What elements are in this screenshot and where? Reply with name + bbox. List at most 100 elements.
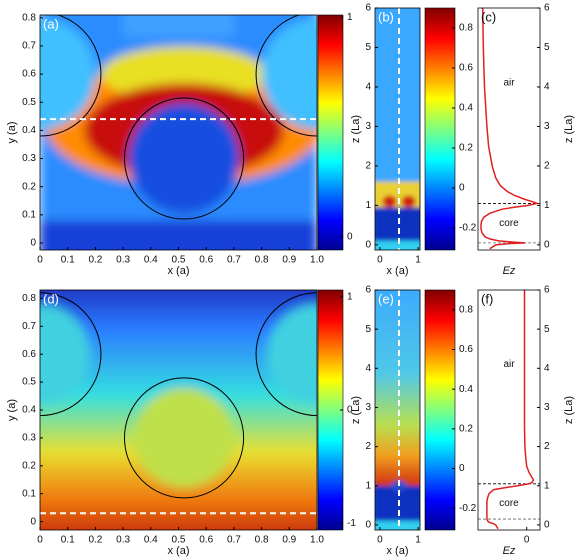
field	[128, 103, 240, 214]
field	[40, 304, 90, 405]
y-tick-label: 3	[544, 402, 550, 413]
y-tick-label: 4	[365, 82, 371, 93]
colorbar-tick-label: 0.6	[459, 344, 473, 355]
colorbar-tick-label: 0.2	[459, 143, 473, 154]
plot-frame	[477, 7, 541, 251]
hole-outline	[40, 15, 102, 137]
colorbar	[317, 14, 344, 251]
hole-outline	[40, 292, 102, 417]
colorbar-tick-label: 0.4	[459, 384, 473, 395]
colorbar-tick-label: 0.2	[459, 423, 473, 434]
x-tick-label: 1	[415, 255, 421, 266]
panel-label: (c)	[481, 9, 496, 24]
x-axis-label: x (a)	[387, 545, 409, 557]
x-tick-label: 0.2	[88, 255, 102, 266]
x-axis-label: x (a)	[168, 265, 190, 277]
annotation: air	[503, 78, 515, 89]
x-axis-label: Ez	[503, 545, 516, 557]
heatmap-field	[40, 290, 317, 530]
y-tick-label: 0.6	[22, 69, 36, 80]
x-tick-label: 0.4	[144, 255, 158, 266]
field	[375, 290, 420, 486]
y-tick-label: 5	[365, 42, 371, 53]
field	[375, 240, 420, 250]
heatmap	[375, 8, 420, 250]
y-tick-label: 0.7	[22, 321, 36, 332]
y-tick-label: 4	[544, 363, 550, 374]
colorbar-tick-label: 0	[459, 183, 465, 194]
y-tick-label: 6	[544, 285, 550, 296]
x-tick-label: 0.6	[199, 255, 213, 266]
y-axis-label: z (La)	[563, 396, 575, 424]
colorbar-tick-label: 1	[347, 12, 353, 23]
colorbar-tick-label: 1	[347, 291, 353, 302]
x-tick-label: 0.7	[227, 535, 241, 546]
heatmap	[40, 15, 317, 250]
y-tick-label: 4	[544, 82, 550, 93]
x-tick-label: 0.4	[144, 535, 158, 546]
y-tick-label: 0.8	[22, 12, 36, 23]
y-tick-label: 1	[365, 480, 371, 491]
field	[375, 520, 420, 530]
y-tick-label: 0.3	[22, 433, 36, 444]
y-tick-label: 0	[30, 516, 36, 527]
y-axis-label: y (a)	[6, 122, 18, 144]
panel-label: (e)	[378, 291, 394, 306]
heatmap-field	[375, 290, 420, 530]
y-tick-label: 1	[365, 200, 371, 211]
hole-outline	[123, 97, 245, 220]
x-tick-label: 0.9	[282, 255, 296, 266]
field	[123, 15, 234, 37]
y-tick-label: 6	[365, 285, 371, 296]
annotation: air	[503, 359, 515, 370]
y-tick-label: 2	[365, 441, 371, 452]
plot-frame	[477, 289, 541, 531]
panel-label: (b)	[378, 9, 394, 24]
y-tick-label: 0	[365, 520, 371, 531]
annotation: core	[499, 498, 519, 509]
y-tick-label: 2	[365, 161, 371, 172]
y-tick-label: 0.6	[22, 349, 36, 360]
heatmap-field	[375, 8, 420, 250]
colorbar-tick-label: 0.4	[459, 103, 473, 114]
colorbar-tick-label: 0.8	[459, 304, 473, 315]
colorbar-tick-label: 0.6	[459, 63, 473, 74]
y-axis-label: y (a)	[6, 399, 18, 421]
heatmap	[375, 290, 420, 530]
y-tick-label: 5	[544, 324, 550, 335]
y-tick-label: 0	[544, 240, 550, 251]
field	[134, 388, 234, 488]
colorbar	[424, 7, 456, 251]
y-tick-label: 3	[365, 402, 371, 413]
field	[40, 18, 96, 130]
panel-label: (f)	[481, 291, 493, 306]
x-tick-label: 0.1	[61, 535, 75, 546]
x-tick-label: 0.7	[227, 255, 241, 266]
x-tick-label: 0	[37, 535, 43, 546]
y-tick-label: 2	[544, 161, 550, 172]
field	[261, 18, 317, 130]
y-tick-label: 0.7	[22, 41, 36, 52]
x-tick-label: 0.5	[172, 535, 186, 546]
y-tick-label: 0.8	[22, 293, 36, 304]
y-tick-label: 0	[30, 238, 36, 249]
x-tick-label: 0.8	[255, 535, 269, 546]
field	[40, 220, 317, 250]
colorbar-tick-label: -0.2	[459, 503, 477, 514]
y-tick-label: 0	[365, 240, 371, 251]
y-axis-label: z (La)	[563, 115, 575, 143]
colorbar-tick-label: -1	[347, 518, 356, 529]
x-tick-label: 0	[377, 255, 383, 266]
y-tick-label: 1	[544, 200, 550, 211]
x-tick-label: 0.1	[61, 255, 75, 266]
y-tick-label: 0.2	[22, 181, 36, 192]
x-axis-label: Ez	[503, 265, 516, 277]
x-tick-label: 0.8	[255, 255, 269, 266]
x-tick-label: 0.9	[282, 535, 296, 546]
x-tick-label: 0.2	[88, 535, 102, 546]
x-tick-label: 0.6	[199, 535, 213, 546]
field	[375, 207, 420, 241]
y-tick-label: 5	[365, 324, 371, 335]
